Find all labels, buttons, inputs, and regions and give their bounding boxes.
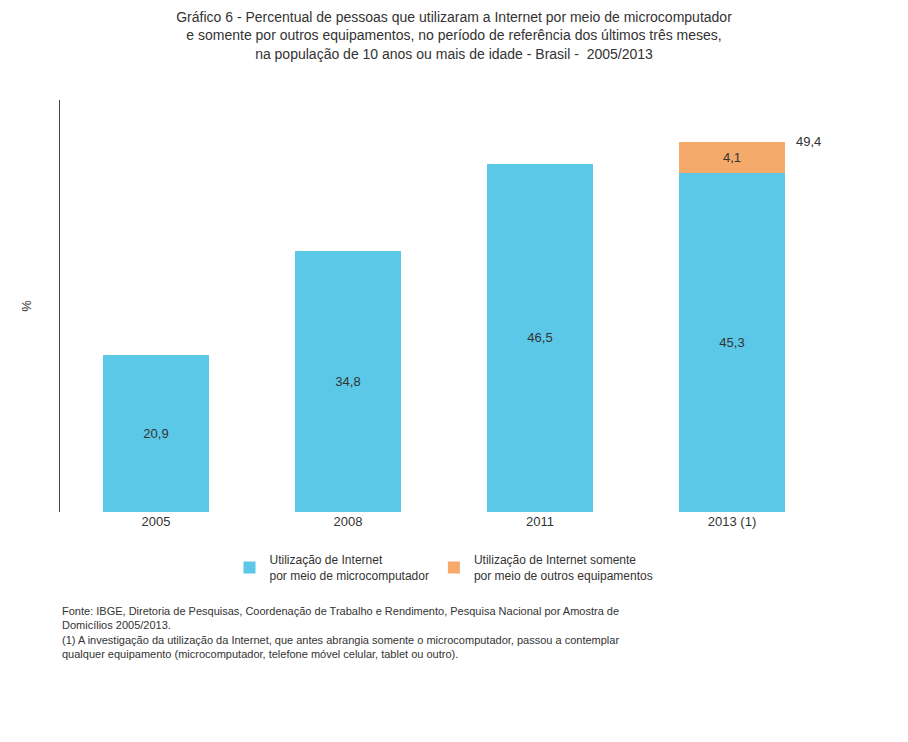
svg-text:2013 (1): 2013 (1): [708, 514, 756, 529]
svg-text:2011: 2011: [526, 514, 554, 529]
svg-text:46,5: 46,5: [527, 330, 552, 345]
svg-text:2008: 2008: [334, 514, 363, 529]
svg-text:20,9: 20,9: [143, 426, 168, 441]
svg-text:49,4: 49,4: [796, 134, 821, 149]
svg-text:34,8: 34,8: [335, 374, 360, 389]
svg-text:Fonte: IBGE, Diretoria de Pesq: Fonte: IBGE, Diretoria de Pesquisas, Coo…: [62, 605, 619, 660]
svg-text:2005: 2005: [142, 514, 171, 529]
svg-text:4,1: 4,1: [723, 150, 741, 165]
svg-text:Utilização de Internet somente: Utilização de Internet somentepor meio d…: [474, 553, 653, 583]
svg-text:Utilização de Internetpor meio: Utilização de Internetpor meio de microc…: [270, 553, 429, 583]
svg-text:%: %: [19, 300, 34, 312]
svg-text:Gráfico 6 - Percentual de pess: Gráfico 6 - Percentual de pessoas que ut…: [176, 9, 732, 61]
svg-text:45,3: 45,3: [719, 335, 744, 350]
